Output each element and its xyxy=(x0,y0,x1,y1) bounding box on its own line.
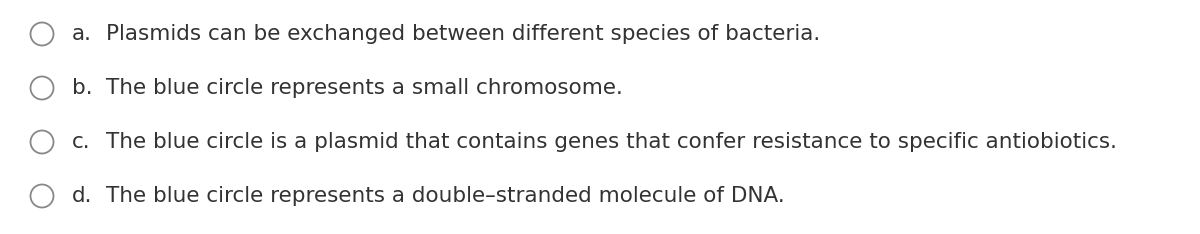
Text: The blue circle represents a small chromosome.: The blue circle represents a small chrom… xyxy=(106,78,623,98)
Circle shape xyxy=(30,131,54,154)
Text: The blue circle is a plasmid that contains genes that confer resistance to speci: The blue circle is a plasmid that contai… xyxy=(106,132,1117,152)
Text: Plasmids can be exchanged between different species of bacteria.: Plasmids can be exchanged between differ… xyxy=(106,24,821,44)
Circle shape xyxy=(30,22,54,45)
Text: a.: a. xyxy=(72,24,92,44)
Text: d.: d. xyxy=(72,186,92,206)
Text: c.: c. xyxy=(72,132,91,152)
Text: The blue circle represents a double–stranded molecule of DNA.: The blue circle represents a double–stra… xyxy=(106,186,785,206)
Text: b.: b. xyxy=(72,78,92,98)
Circle shape xyxy=(30,184,54,208)
Circle shape xyxy=(30,77,54,99)
